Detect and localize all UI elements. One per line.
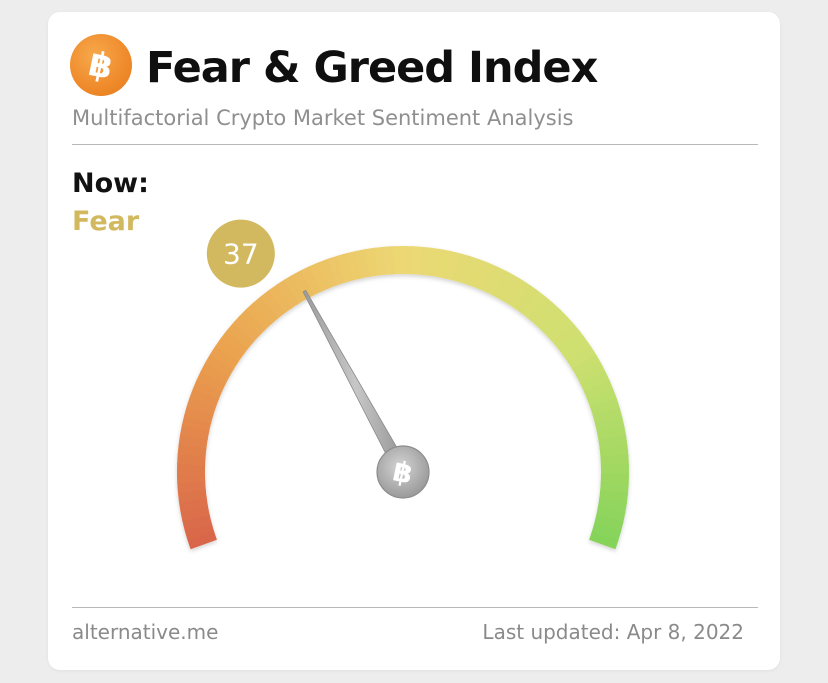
- gauge-arc-segment: [209, 345, 240, 370]
- gauge-arc-segment: [239, 308, 267, 336]
- gauge-arc-segment: [260, 289, 286, 319]
- gauge-arc-segment: [336, 253, 355, 283]
- gauge-arc-segment: [567, 346, 597, 371]
- gauge-arc-segment: [200, 361, 231, 384]
- gauge-arc-segment: [477, 262, 498, 293]
- gauge-arc-segment: [300, 265, 323, 296]
- gauge-arc-segment: [507, 279, 532, 309]
- gauge-arc-segment: [232, 315, 261, 342]
- source-link[interactable]: alternative.me: [72, 620, 219, 644]
- gauge-arc-segment: [461, 256, 481, 286]
- gauge-arc-segment: [345, 250, 363, 281]
- page-title: Fear & Greed Index: [146, 43, 598, 93]
- gauge-arc-segment: [552, 323, 581, 350]
- bitcoin-icon: ฿: [70, 34, 132, 96]
- gauge-arc-segment: [181, 415, 212, 432]
- gauge-arc-segment: [469, 259, 490, 289]
- gauge-arc-segment: [453, 253, 471, 284]
- gauge-arc-segment: [527, 296, 554, 325]
- gauge-arc-segment: [253, 295, 280, 324]
- gauge-arc-segment: [593, 515, 624, 533]
- gauge-arc-segment: [283, 274, 308, 304]
- gauge-arc-segment: [187, 530, 217, 550]
- gauge-arc-segment: [318, 258, 338, 289]
- gauge-arc-segment: [177, 462, 206, 474]
- gauge-arc-segment: [205, 353, 235, 377]
- gauge-arc-segment: [189, 387, 220, 408]
- fear-greed-card: ฿ Fear & Greed Index Multifactorial Cryp…: [48, 12, 780, 670]
- gauge-arc-segment: [590, 398, 620, 417]
- header-divider: [72, 144, 758, 145]
- gauge-arc-segment: [592, 407, 623, 425]
- gauge-hub: ฿: [376, 445, 430, 499]
- value-badge: 37: [206, 219, 275, 288]
- now-classification: Fear: [72, 206, 140, 237]
- gauge-arc-segment: [183, 405, 214, 424]
- gauge-arc-segment: [599, 444, 629, 458]
- gauge-arc-segment: [499, 274, 524, 305]
- gauge-arc-segment: [309, 261, 331, 292]
- gauge-arc-segment: [484, 266, 507, 296]
- gauge-arc-segment: [177, 480, 206, 494]
- gauge-arc-segment: [514, 285, 540, 314]
- gauge-arc-segment: [215, 337, 245, 362]
- gauge-arc-segment: [220, 329, 250, 355]
- gauge-arc-segment: [562, 338, 592, 363]
- gauge-arc-segment: [534, 302, 562, 331]
- gauge-arc-segment: [275, 279, 300, 309]
- gauge-arc-segment: [444, 251, 462, 281]
- gauge-arc-segment: [403, 246, 415, 275]
- gauge-arc-segment: [600, 454, 629, 467]
- gauge-arc-segment: [600, 464, 629, 476]
- footer-divider: [72, 607, 758, 608]
- gauge-arc-segment: [374, 246, 388, 276]
- gauge-arc-segment: [177, 472, 206, 484]
- gauge-arc-segment: [492, 270, 515, 301]
- gauge-arc-segment: [246, 301, 273, 330]
- gauge-arc-segment: [383, 246, 396, 275]
- gauge-arc: [177, 246, 629, 550]
- gauge-arc-segment: [192, 378, 223, 400]
- gauge-arc-segment: [179, 424, 210, 440]
- gauge-arc-segment: [546, 316, 575, 343]
- gauge-arc-segment: [589, 531, 619, 550]
- gauge-arc-segment: [521, 290, 547, 320]
- gauge-arc-segment: [436, 249, 453, 279]
- gauge-arc-segment: [540, 309, 568, 337]
- last-updated: Last updated: Apr 8, 2022: [482, 620, 744, 644]
- gauge-arc-segment: [292, 269, 315, 300]
- gauge-arc-segment: [184, 522, 215, 541]
- gauge-arc-segment: [226, 322, 255, 349]
- gauge-arc-segment: [196, 370, 227, 392]
- gauge-arc-segment: [557, 330, 587, 357]
- sentiment-gauge: ฿ 37: [177, 219, 629, 550]
- gauge-arc-segment: [572, 354, 602, 378]
- gauge-arc-segment: [186, 396, 217, 416]
- gauge-arc-segment: [595, 507, 626, 523]
- page-subtitle: Multifactorial Crypto Market Sentiment A…: [72, 106, 574, 130]
- gauge-arc-segment: [576, 362, 606, 385]
- gauge-arc-segment: [597, 498, 627, 514]
- gauge-arc-segment: [177, 489, 207, 503]
- gauge-arc-segment: [591, 523, 622, 542]
- gauge-arc-segment: [580, 371, 611, 393]
- gauge-arc-segment: [587, 388, 618, 409]
- now-label: Now:: [72, 168, 149, 199]
- value-number: 37: [223, 238, 259, 271]
- gauge-arc-segment: [600, 473, 629, 485]
- gauge-arc-segment: [182, 514, 212, 531]
- gauge-arc-segment: [583, 380, 614, 401]
- gauge-arc-segment: [268, 284, 293, 314]
- gauge-arc-segment: [327, 255, 346, 286]
- gauge-arc-segment: [393, 246, 405, 275]
